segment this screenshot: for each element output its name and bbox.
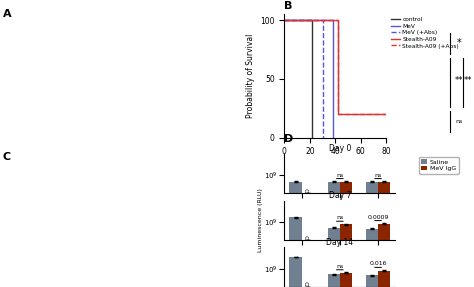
Text: ns: ns	[336, 173, 344, 178]
Bar	[328, 228, 340, 287]
Title: Day 7: Day 7	[328, 191, 351, 200]
Stealth-A09	[358, 113, 364, 116]
Text: *: *	[456, 38, 461, 48]
Text: D: D	[305, 188, 310, 193]
Bar	[301, 193, 314, 287]
Stealth-A09 (+Abs)	[351, 113, 357, 116]
Bar	[340, 182, 352, 287]
Bar	[290, 217, 301, 287]
Text: **: **	[464, 77, 472, 86]
Text: D: D	[305, 282, 310, 286]
Text: **: **	[455, 77, 463, 86]
MeV	[330, 136, 336, 139]
Text: 0.0009: 0.0009	[367, 215, 389, 220]
MeV (+Abs)	[319, 136, 325, 139]
Bar	[378, 182, 390, 287]
Bar	[340, 224, 352, 287]
Bar	[366, 275, 378, 287]
Stealth-A09 (+Abs)	[335, 18, 341, 22]
Stealth-A09	[335, 18, 341, 22]
X-axis label: Days post treatment: Days post treatment	[296, 162, 375, 171]
Text: ns: ns	[336, 264, 344, 269]
control	[282, 18, 287, 22]
Bar	[328, 182, 340, 287]
Text: ns: ns	[336, 215, 344, 220]
Text: D: D	[305, 235, 310, 240]
Legend: control, MeV, MeV (+Abs), Stealth-A09, Stealth-A09 (+Abs): control, MeV, MeV (+Abs), Stealth-A09, S…	[392, 17, 459, 49]
Stealth-A09	[358, 113, 364, 116]
Line: Stealth-A09: Stealth-A09	[284, 20, 386, 114]
MeV (+Abs)	[319, 18, 325, 22]
Line: MeV (+Abs): MeV (+Abs)	[284, 20, 322, 138]
Text: C: C	[3, 152, 11, 162]
Text: A: A	[3, 9, 11, 19]
Text: ns: ns	[374, 173, 382, 178]
Text: B: B	[284, 1, 293, 11]
control	[310, 136, 315, 139]
control	[310, 136, 315, 139]
Bar	[290, 257, 301, 287]
Bar	[378, 224, 390, 287]
Title: Day 14: Day 14	[326, 238, 354, 247]
MeV	[330, 136, 336, 139]
Stealth-A09	[282, 18, 287, 22]
Stealth-A09 (+Abs)	[383, 113, 389, 116]
Legend: Saline, MeV IgG: Saline, MeV IgG	[419, 157, 459, 174]
Text: 0.016: 0.016	[369, 261, 387, 266]
MeV (+Abs)	[319, 136, 325, 139]
Line: Stealth-A09 (+Abs): Stealth-A09 (+Abs)	[284, 20, 386, 114]
Text: D: D	[284, 133, 294, 144]
Bar	[366, 228, 378, 287]
Text: ns: ns	[455, 119, 462, 124]
Line: control: control	[284, 20, 312, 138]
Bar	[290, 182, 301, 287]
Title: Day 0: Day 0	[328, 144, 351, 153]
Stealth-A09	[383, 113, 389, 116]
Stealth-A09	[335, 113, 341, 116]
control	[310, 18, 315, 22]
Stealth-A09 (+Abs)	[282, 18, 287, 22]
Bar	[328, 274, 340, 287]
Stealth-A09 (+Abs)	[335, 113, 341, 116]
MeV	[330, 18, 336, 22]
Bar	[366, 182, 378, 287]
Stealth-A09 (+Abs)	[351, 113, 357, 116]
Bar	[340, 273, 352, 287]
Bar	[378, 271, 390, 287]
Bar	[301, 240, 314, 287]
Y-axis label: Probability of Survival: Probability of Survival	[246, 34, 255, 118]
Line: MeV: MeV	[284, 20, 333, 138]
MeV	[282, 18, 287, 22]
MeV (+Abs)	[282, 18, 287, 22]
Y-axis label: Luminescence (RLU): Luminescence (RLU)	[258, 189, 263, 252]
